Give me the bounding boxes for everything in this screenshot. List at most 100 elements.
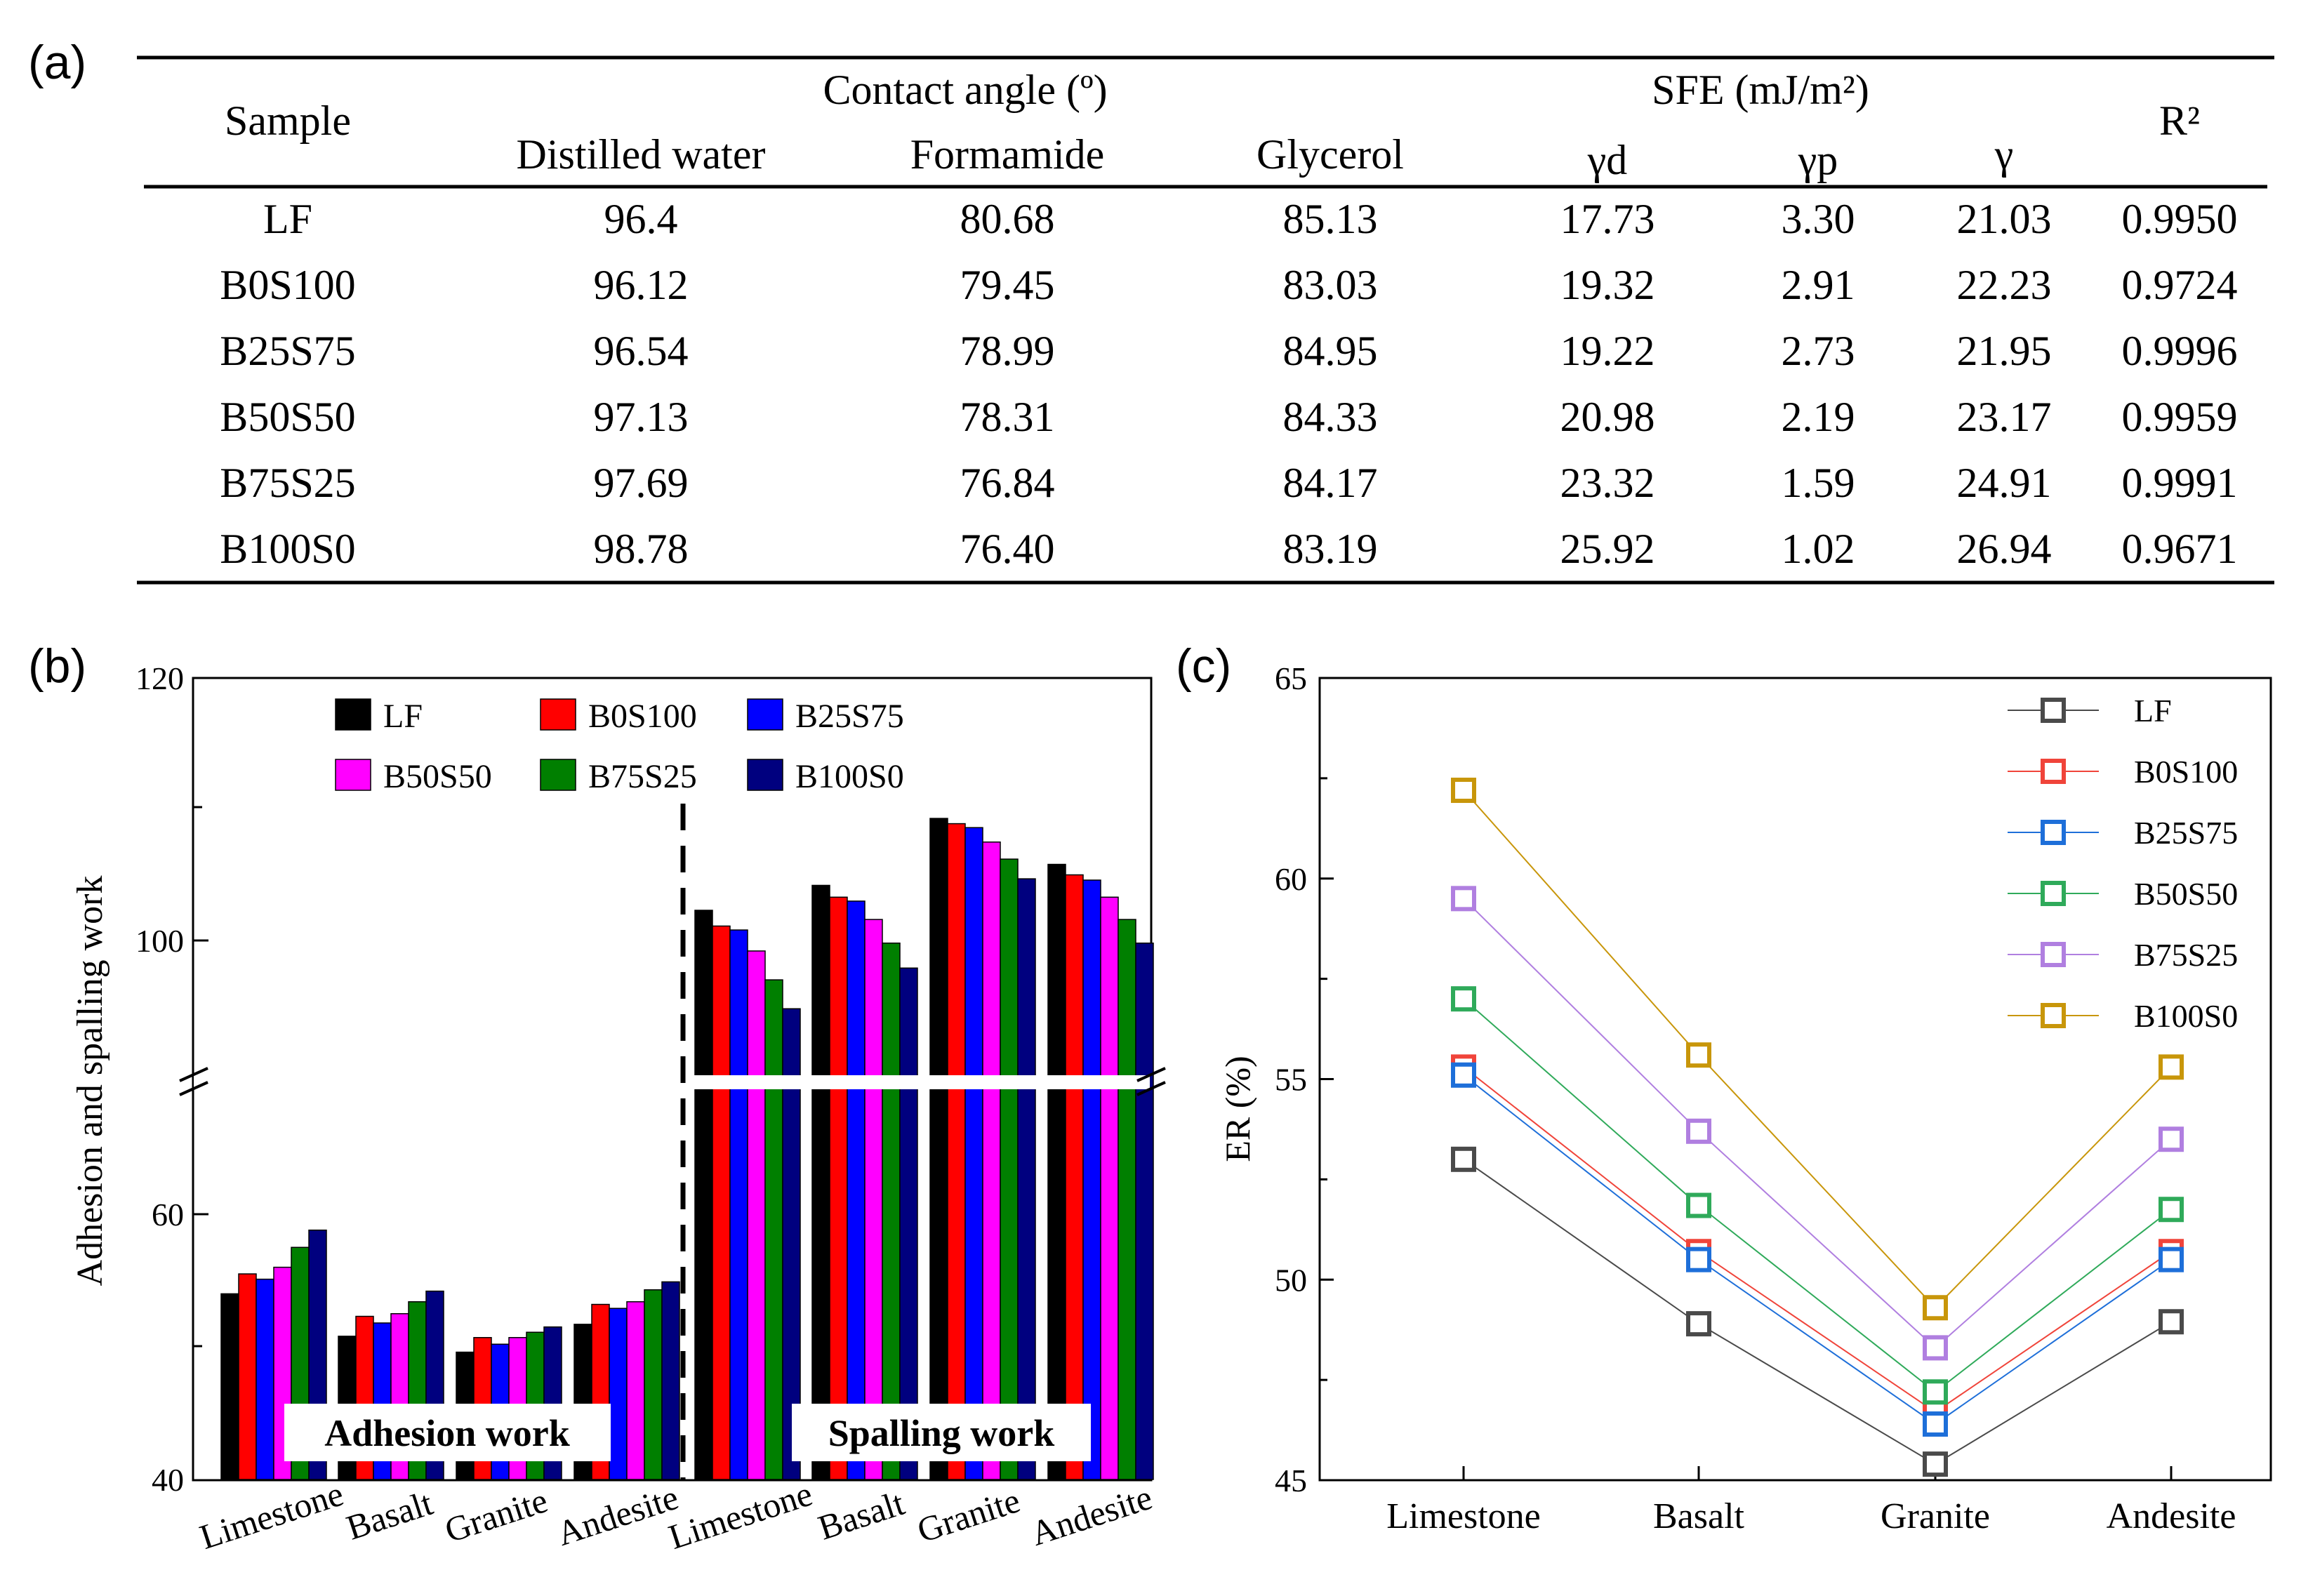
cell-gamma-d: 17.73 bbox=[1560, 196, 1655, 242]
bar-b75s25-granite-spalling bbox=[1000, 858, 1019, 1480]
bar-lf-basalt-spalling bbox=[811, 884, 830, 1480]
spalling-work-label: Spalling work bbox=[828, 1412, 1055, 1454]
cell-r2: 0.9950 bbox=[2122, 196, 2238, 242]
cell-gamma-p: 2.19 bbox=[1782, 394, 1855, 440]
bar-b0s100-andesite-spalling bbox=[1065, 874, 1084, 1480]
series-b50s50 bbox=[1451, 986, 2184, 1405]
header-gamma: γ bbox=[1994, 131, 2014, 178]
cell-sample: B75S25 bbox=[220, 460, 355, 506]
line-lf bbox=[1463, 1158, 2172, 1465]
axis-break-mark-right-1 bbox=[1136, 1067, 1166, 1082]
line-b75s25 bbox=[1463, 898, 2172, 1349]
cell-formamide: 78.99 bbox=[960, 328, 1055, 374]
legend-label-b100s0: B100S0 bbox=[2134, 998, 2238, 1034]
header-gamma-d: γd bbox=[1587, 137, 1628, 183]
cell-gamma-p: 3.30 bbox=[1782, 196, 1855, 242]
point-b100s0-andesite bbox=[2159, 1054, 2184, 1080]
bar-b100s0-andesite-spalling bbox=[1135, 942, 1154, 1480]
bar-b0s100-limestone-adhesion bbox=[238, 1273, 257, 1480]
cell-r2: 0.9671 bbox=[2122, 526, 2238, 572]
ytick-label-60: 60 bbox=[152, 1197, 184, 1232]
point-lf-basalt bbox=[1686, 1311, 1711, 1337]
legend-marker-b0s100 bbox=[2041, 759, 2066, 784]
cell-sample: B25S75 bbox=[220, 328, 355, 374]
cell-gamma-d: 23.32 bbox=[1560, 460, 1655, 506]
cell-formamide: 76.40 bbox=[960, 526, 1055, 572]
cell-distilled-water: 96.4 bbox=[604, 196, 678, 242]
legend-label-b75s25: B75S25 bbox=[2134, 937, 2238, 973]
bar-b50s50-granite-spalling bbox=[982, 842, 1001, 1480]
point-b50s50-basalt bbox=[1686, 1192, 1711, 1218]
cell-glycerol: 84.17 bbox=[1283, 460, 1378, 506]
cell-sample: B0S100 bbox=[220, 262, 355, 308]
xtick-label-basalt: Basalt bbox=[814, 1483, 909, 1548]
bar-b75s25-basalt-spalling bbox=[882, 942, 901, 1480]
table-row: B50S50 97.13 78.31 84.33 20.98 2.19 23.17 0.995… bbox=[220, 394, 2237, 440]
cell-gamma-d: 19.32 bbox=[1560, 262, 1655, 308]
cell-gamma: 21.03 bbox=[1957, 196, 2052, 242]
cell-formamide: 79.45 bbox=[960, 262, 1055, 308]
panel-b-legend: LF B0S100 B25S75 B50S50 B75S25 B100S0 bbox=[335, 698, 904, 795]
legend-label-lf: LF bbox=[383, 698, 423, 735]
cell-formamide: 78.31 bbox=[960, 394, 1055, 440]
bar-b50s50-limestone-spalling bbox=[747, 950, 766, 1480]
bar-b75s25-andesite-adhesion bbox=[644, 1289, 663, 1480]
cell-gamma-d: 19.22 bbox=[1560, 328, 1655, 374]
legend-swatch-b100s0 bbox=[747, 759, 783, 791]
cell-distilled-water: 97.13 bbox=[594, 394, 689, 440]
cell-r2: 0.9959 bbox=[2122, 394, 2238, 440]
cell-gamma-p: 1.59 bbox=[1782, 460, 1855, 506]
line-b100s0 bbox=[1463, 790, 2172, 1309]
header-sfe: SFE (mJ/m²) bbox=[1652, 67, 1869, 113]
header-glycerol: Glycerol bbox=[1256, 131, 1404, 178]
bar-b50s50-andesite-adhesion bbox=[626, 1301, 645, 1480]
cell-formamide: 80.68 bbox=[960, 196, 1055, 242]
table-row: B25S75 96.54 78.99 84.95 19.22 2.73 21.95 0.999… bbox=[220, 328, 2237, 374]
legend-marker-b50s50 bbox=[2041, 881, 2066, 906]
cell-glycerol: 84.95 bbox=[1283, 328, 1378, 374]
xtick-label-basalt: Basalt bbox=[342, 1483, 437, 1548]
legend-label-b50s50: B50S50 bbox=[2134, 876, 2238, 912]
point-b25s75-granite bbox=[1923, 1411, 1948, 1437]
panel-c-ylabel: ER (%) bbox=[1218, 1056, 1257, 1162]
legend-marker-b75s25 bbox=[2041, 942, 2066, 967]
cell-gamma-d: 25.92 bbox=[1560, 526, 1655, 572]
sfe-table: Sample Contact angle (º) SFE (mJ/m²) R² … bbox=[137, 55, 2274, 585]
panel-c-line-chart: 45 50 55 60 65 Limestone Basalt Granite Andesit… bbox=[1218, 660, 2272, 1536]
axis-break-mark-right-2 bbox=[1136, 1081, 1166, 1096]
legend-label-b0s100: B0S100 bbox=[2134, 754, 2238, 790]
bar-lf-granite-spalling bbox=[929, 818, 948, 1480]
xtick-label-andesite: Andesite bbox=[552, 1477, 683, 1553]
header-distilled-water: Distilled water bbox=[517, 131, 766, 178]
panel-label-c: (c) bbox=[1176, 639, 1231, 693]
table-row: B0S100 96.12 79.45 83.03 19.32 2.91 22.23 0.972… bbox=[220, 262, 2237, 308]
bar-b25s75-limestone-spalling bbox=[729, 929, 748, 1480]
point-lf-granite bbox=[1923, 1451, 1948, 1477]
cell-glycerol: 83.03 bbox=[1283, 262, 1378, 308]
panel-c-legend: LF B0S100 B25S75 B50S50 B75S25 B100S0 bbox=[2008, 693, 2238, 1034]
legend-swatch-b75s25 bbox=[540, 759, 576, 791]
legend-swatch-b50s50 bbox=[335, 759, 371, 791]
point-b25s75-andesite bbox=[2159, 1246, 2184, 1272]
panel-c-y-axis: 45 50 55 60 65 bbox=[1275, 660, 1334, 1498]
cell-gamma: 24.91 bbox=[1957, 460, 2052, 506]
xtick-label-limestone: Limestone bbox=[195, 1474, 348, 1557]
cell-gamma-p: 2.91 bbox=[1782, 262, 1855, 308]
bar-b75s25-andesite-spalling bbox=[1118, 919, 1136, 1480]
header-formamide: Formamide bbox=[910, 131, 1105, 178]
legend-swatch-lf bbox=[335, 698, 371, 731]
bar-b50s50-basalt-spalling bbox=[864, 919, 883, 1480]
point-b25s75-limestone bbox=[1451, 1062, 1476, 1088]
ytick-label-40: 40 bbox=[152, 1462, 184, 1498]
point-lf-andesite bbox=[2159, 1309, 2184, 1335]
point-b50s50-andesite bbox=[2159, 1197, 2184, 1223]
xtick-label-andesite: Andesite bbox=[2107, 1496, 2236, 1536]
bar-b25s75-limestone-adhesion bbox=[256, 1278, 274, 1480]
table-body: LF 96.4 80.68 85.13 17.73 3.30 21.03 0.9950 B0S1… bbox=[220, 196, 2237, 572]
cell-distilled-water: 97.69 bbox=[594, 460, 689, 506]
table-row: LF 96.4 80.68 85.13 17.73 3.30 21.03 0.9950 bbox=[263, 196, 2238, 242]
point-b25s75-basalt bbox=[1686, 1246, 1711, 1272]
header-contact-angle: Contact angle (º) bbox=[823, 67, 1107, 113]
bar-lf-limestone-spalling bbox=[694, 910, 713, 1480]
